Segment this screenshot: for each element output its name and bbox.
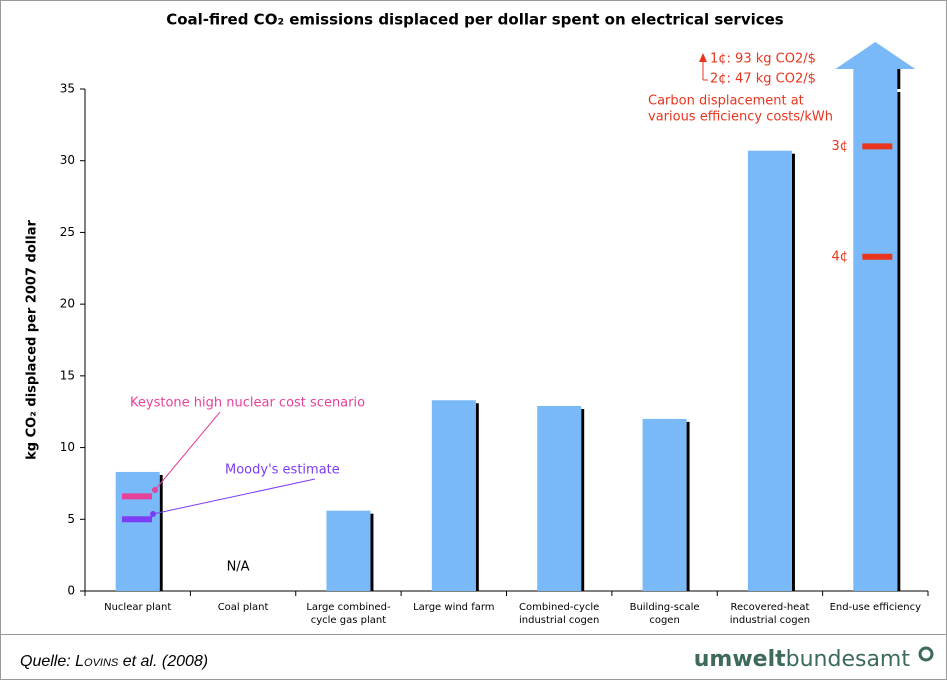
logo-rest: bundesamt xyxy=(786,647,911,672)
x-tick-label-line: Coal plant xyxy=(218,602,269,613)
bar xyxy=(642,418,687,591)
y-axis-label: kg CO₂ displaced per 2007 dollar xyxy=(25,220,40,460)
y-tick-label: 30 xyxy=(60,153,75,167)
bar xyxy=(747,150,792,591)
note: various efficiency costs/kWh xyxy=(648,110,833,125)
arrow-head xyxy=(835,42,916,69)
x-tick-label-line: Nuclear plant xyxy=(104,602,171,613)
note: Carbon displacement at xyxy=(648,94,804,109)
logo-bold: umwelt xyxy=(694,647,786,672)
x-tick-label: End-use efficiency xyxy=(830,602,922,613)
y-tick-label: 10 xyxy=(60,440,75,454)
x-tick-label: Nuclear plant xyxy=(104,602,171,613)
y-tick-label: 35 xyxy=(60,82,75,96)
source-rest: et al. (2008) xyxy=(118,653,208,670)
y-tick-label: 25 xyxy=(60,225,75,239)
x-tick-label-line: Building-scale xyxy=(630,602,700,613)
marker-pointer xyxy=(152,478,316,515)
bar-shadow xyxy=(370,513,374,591)
x-tick-label-line: Large combined- xyxy=(306,602,391,613)
bar-shadow xyxy=(791,153,795,591)
note: 2¢: 47 kg CO2/$ xyxy=(710,72,816,87)
bar xyxy=(537,405,582,591)
bar-shadow xyxy=(581,408,585,591)
x-tick-label-line: cogen xyxy=(649,615,679,626)
bar-shadow xyxy=(686,421,690,591)
bar-shadow xyxy=(897,92,901,591)
y-tick-label: 5 xyxy=(67,512,75,526)
x-tick-label: Building-scale cogen xyxy=(630,602,700,626)
arrow-shadow xyxy=(897,68,901,89)
x-tick-label: Coal plant xyxy=(218,602,269,613)
x-tick-label-line: End-use efficiency xyxy=(830,602,922,613)
bar-shadow xyxy=(159,474,163,591)
source-author: Lovins xyxy=(75,653,119,670)
marker-pointer xyxy=(154,411,221,491)
bar xyxy=(853,89,898,591)
y-tick-label: 20 xyxy=(60,297,75,311)
bar-shadow xyxy=(475,403,479,591)
x-tick-label-line: Recovered-heat xyxy=(730,602,809,613)
bar xyxy=(431,400,476,591)
marker-label: Moody's estimate xyxy=(225,463,340,478)
logo-mark xyxy=(918,646,934,662)
marker-pointer-tip xyxy=(152,487,158,493)
marker-pointer-tip xyxy=(150,511,156,517)
chart-title: Coal-fired CO₂ emissions displaced per d… xyxy=(166,11,784,29)
x-tick-label: Large combined-cycle gas plant xyxy=(306,602,391,626)
x-tick-label: Combined-cycle industrial cogen xyxy=(519,602,599,626)
x-tick-label-line: industrial cogen xyxy=(519,615,599,626)
marker-label: 4¢ xyxy=(831,249,848,264)
y-tick-label: 0 xyxy=(67,584,75,598)
note: 1¢: 93 kg CO2/$ xyxy=(710,52,816,67)
source: Quelle: Lovins et al. (2008) xyxy=(20,653,208,670)
logo: umweltbundesamt xyxy=(694,647,911,672)
bar xyxy=(326,510,371,591)
x-tick-label: Recovered-heat industrial cogen xyxy=(730,602,810,626)
bar xyxy=(115,471,160,591)
x-tick-label-line: cycle gas plant xyxy=(311,615,386,626)
x-tick-label-line: Combined-cycle xyxy=(519,602,599,613)
arrow-shaft xyxy=(853,68,898,89)
x-tick-label-line: industrial cogen xyxy=(730,615,810,626)
x-tick-label-line: Large wind farm xyxy=(413,602,494,613)
marker-label: 3¢ xyxy=(831,139,848,154)
na-label: N/A xyxy=(227,560,250,575)
source-prefix: Quelle: xyxy=(20,653,75,670)
y-tick-label: 15 xyxy=(60,368,75,382)
note-arrow xyxy=(699,53,707,62)
marker-label: Keystone high nuclear cost scenario xyxy=(130,396,365,411)
x-tick-label: Large wind farm xyxy=(413,602,494,613)
